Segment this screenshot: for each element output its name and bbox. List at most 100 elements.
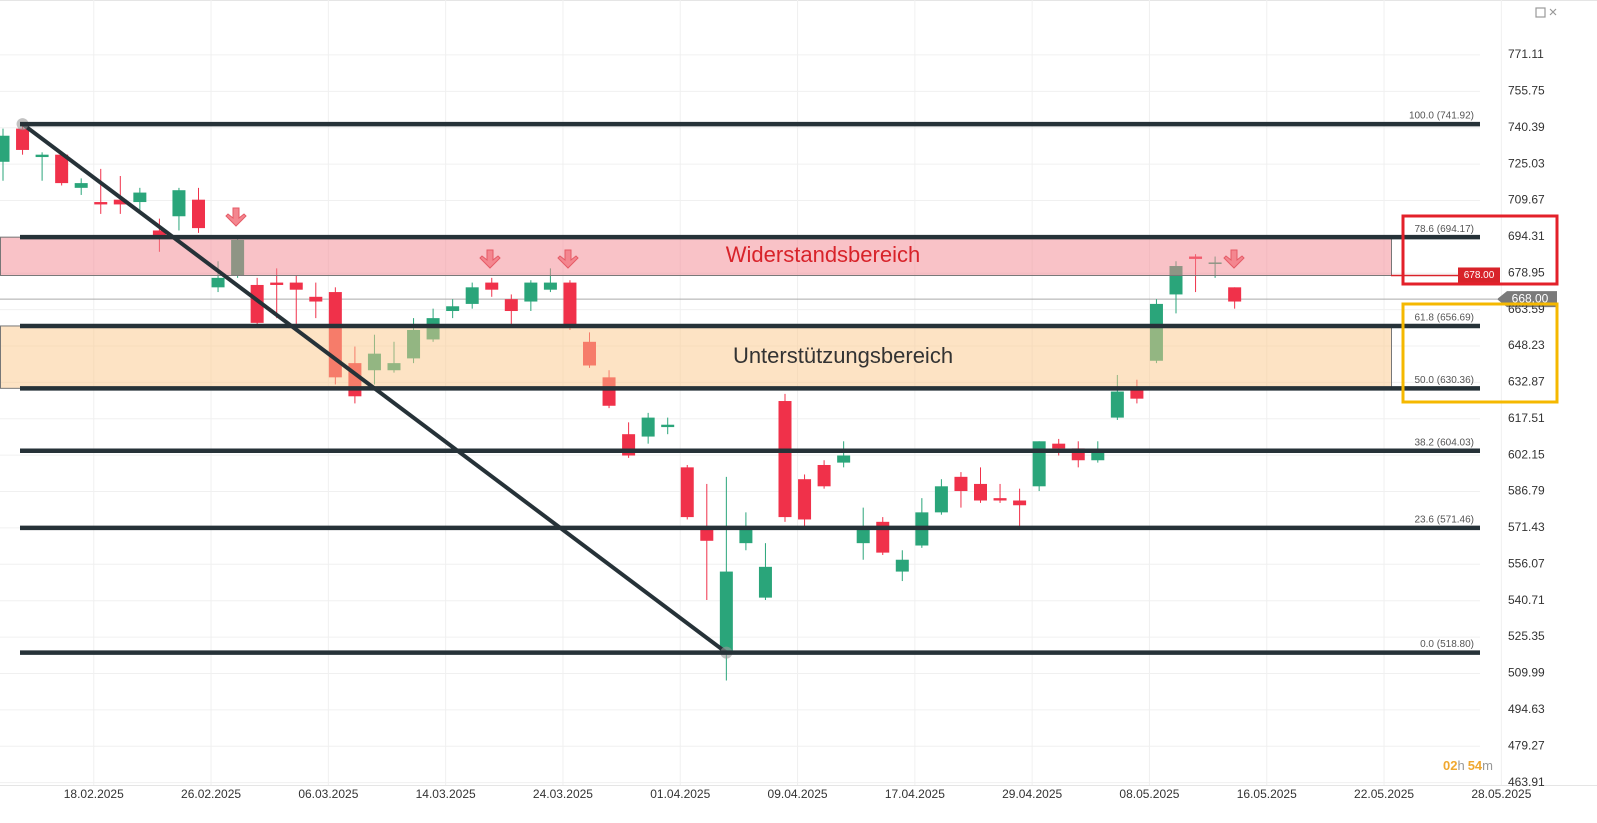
y-tick-label: 694.31 (1508, 229, 1545, 243)
x-tick-label: 01.04.2025 (650, 787, 710, 801)
x-tick-label: 08.05.2025 (1119, 787, 1179, 801)
candle-body (1110, 391, 1124, 418)
highlight-box-yellow (1401, 302, 1559, 404)
x-tick-label: 24.03.2025 (533, 787, 593, 801)
x-tick-label: 17.04.2025 (885, 787, 945, 801)
countdown-m: m (1482, 758, 1493, 773)
fib-label: 61.8 (656.69) (1415, 313, 1475, 324)
y-tick-label: 586.79 (1508, 484, 1545, 498)
candle-body (758, 566, 772, 598)
down-arrow (225, 207, 247, 227)
highlight-box-red (1401, 214, 1559, 286)
candle-body (289, 282, 303, 290)
candle-body (74, 183, 88, 188)
candle-body (1052, 443, 1066, 449)
fib-label: 78.6 (694.17) (1415, 224, 1475, 235)
candle-body (974, 483, 987, 501)
candle-body (133, 192, 147, 203)
candle-body (446, 306, 460, 312)
y-tick-label: 571.43 (1508, 520, 1545, 534)
candle-body (152, 230, 166, 236)
minimize-button[interactable] (1535, 7, 1546, 18)
candle-body (837, 455, 851, 463)
candle-body (211, 277, 225, 288)
candle-body (1228, 287, 1242, 302)
y-tick-label: 494.63 (1508, 702, 1545, 716)
y-tick-label: 725.03 (1508, 156, 1545, 170)
y-tick-label: 678.95 (1508, 265, 1545, 279)
zone-label: Widerstandsbereich (726, 242, 920, 267)
zones (0, 236, 1392, 389)
x-tick-label: 14.03.2025 (416, 787, 476, 801)
x-tick-label: 18.02.2025 (64, 787, 124, 801)
candle-body (250, 284, 264, 323)
y-tick-label: 509.99 (1508, 666, 1545, 680)
zone-band (0, 325, 1392, 389)
y-tick-label: 540.71 (1508, 593, 1545, 607)
candle-body (700, 528, 714, 541)
window-controls[interactable] (1535, 7, 1557, 18)
down-arrow (479, 249, 501, 269)
y-tick-label: 617.51 (1508, 411, 1545, 425)
y-tick-label: 556.07 (1508, 556, 1545, 570)
candle-body (35, 154, 49, 158)
candle-body (309, 296, 323, 302)
alert-badge (1458, 267, 1500, 283)
candle-body (739, 528, 753, 544)
candle-body (680, 467, 694, 518)
countdown: 02h 54m (1443, 758, 1493, 773)
x-tick-label: 09.04.2025 (768, 787, 828, 801)
candle-body (192, 199, 205, 229)
grid (0, 0, 1502, 785)
y-tick-label: 632.87 (1508, 375, 1545, 389)
candle-body (485, 282, 499, 290)
candle-body (895, 559, 909, 572)
x-tick-label: 22.05.2025 (1354, 787, 1414, 801)
x-tick-label: 06.03.2025 (298, 787, 358, 801)
y-tick-label: 602.15 (1508, 447, 1545, 461)
fib-label: 50.0 (630.36) (1415, 375, 1475, 386)
arrows (225, 207, 1245, 269)
candle-body (661, 424, 675, 428)
zone-label: Unterstützungsbereich (733, 343, 953, 368)
candle-body (778, 401, 792, 518)
candle-body (719, 571, 733, 655)
y-tick-label: 648.23 (1508, 338, 1545, 352)
candle-body (543, 282, 557, 290)
candle-body (993, 498, 1007, 501)
x-tick-label: 16.05.2025 (1237, 787, 1297, 801)
candle-body (113, 199, 127, 205)
y-tick-label: 755.75 (1508, 83, 1545, 97)
y-tick-label: 771.11 (1508, 47, 1544, 61)
x-tick-label: 29.04.2025 (1002, 787, 1062, 801)
candle-body (16, 128, 30, 150)
candle-body (94, 202, 108, 205)
candle-body (798, 479, 812, 520)
candle-body (817, 464, 831, 487)
y-tick-label: 463.91 (1508, 775, 1545, 789)
candle-body (172, 190, 186, 217)
candle-body (856, 526, 870, 544)
x-tick-label: 28.05.2025 (1471, 787, 1531, 801)
y-tick-label: 525.35 (1508, 629, 1545, 643)
candles (0, 124, 1242, 681)
overlay: Widerstandsbereich Unterstützungsbereich 1… (16, 111, 1557, 659)
down-arrow (1223, 249, 1245, 269)
candle-body (954, 476, 968, 492)
candle-body (1091, 450, 1105, 461)
y-tick-label: 709.67 (1508, 193, 1545, 207)
fib-label: 23.6 (571.46) (1415, 514, 1475, 525)
labels: 771.11 755.75 740.39 725.03 709.67 694.31 678.… (64, 47, 1545, 801)
fib-label: 38.2 (604.03) (1415, 437, 1475, 448)
alert-price-label: 678.00 (1464, 270, 1495, 281)
candle-body (1130, 386, 1144, 399)
fib-label: 100.0 (741.92) (1409, 111, 1474, 122)
countdown-hours: 02 (1443, 758, 1457, 773)
candle-body (465, 287, 479, 304)
last-price-label: 668.00 (1512, 291, 1549, 305)
candle-body (55, 154, 69, 184)
close-button[interactable] (1549, 8, 1557, 16)
y-tick-label: 740.39 (1508, 120, 1545, 134)
